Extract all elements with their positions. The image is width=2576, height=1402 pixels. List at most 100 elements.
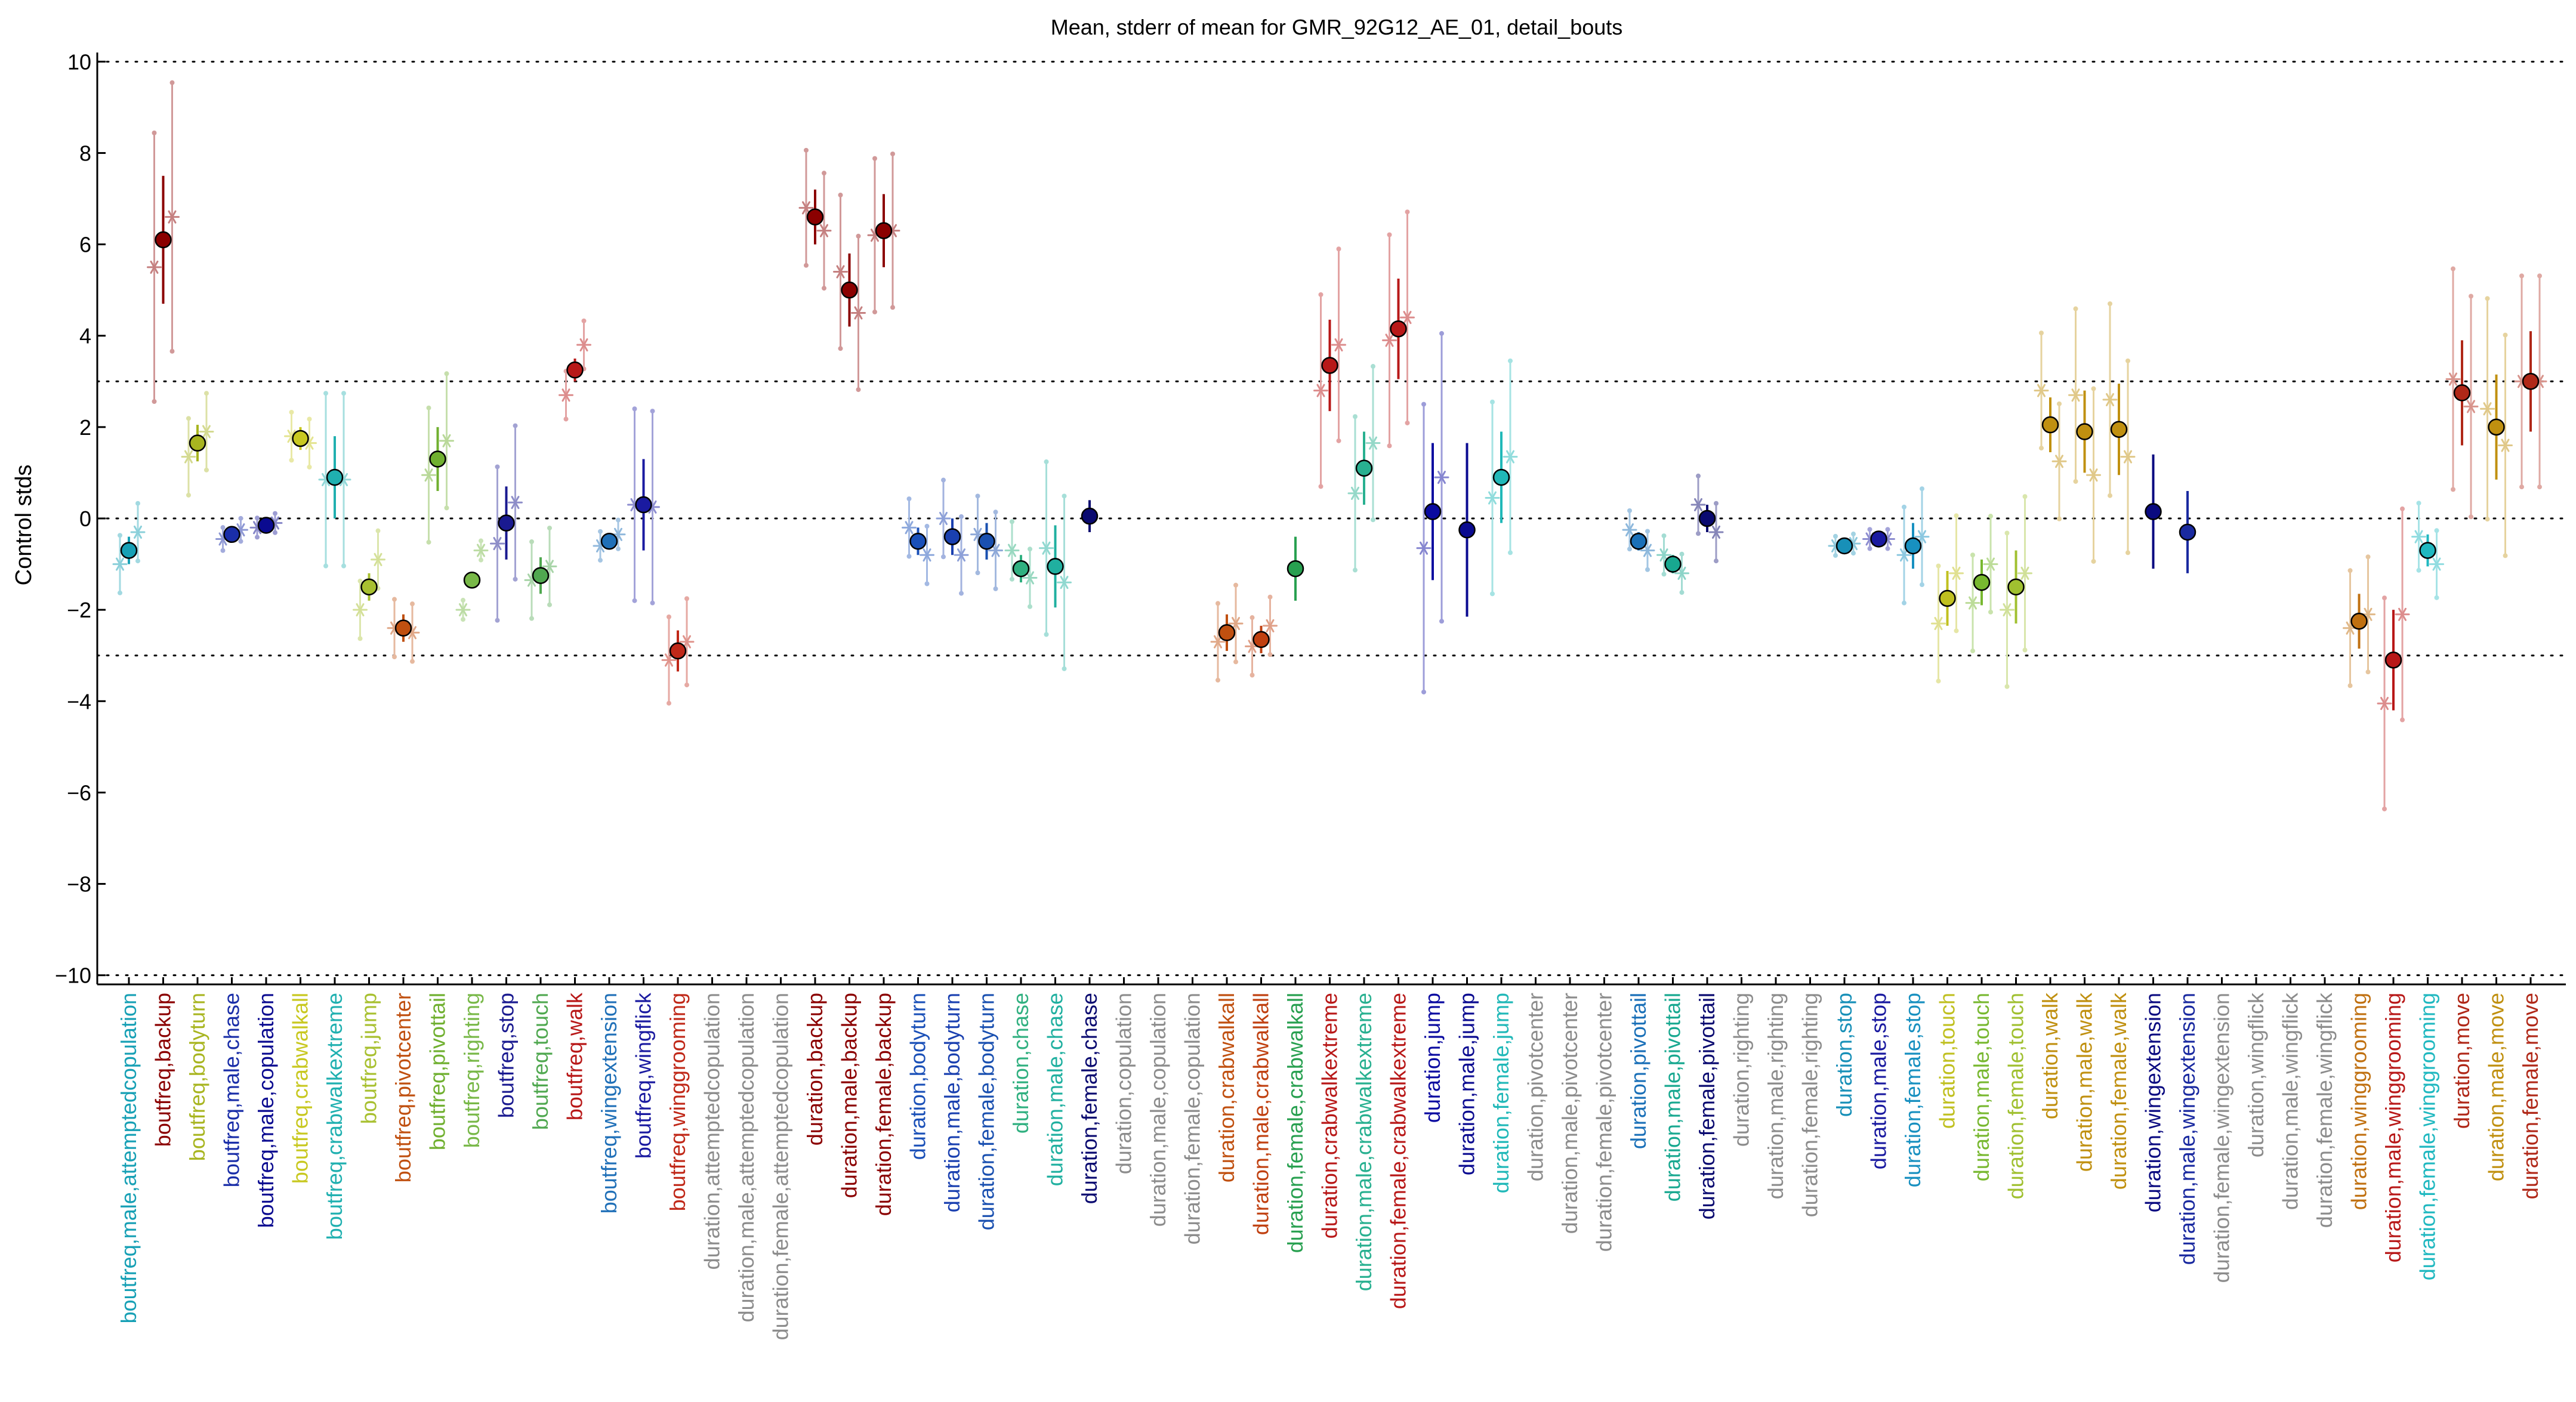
mean-point [2522, 373, 2540, 390]
mean-point [120, 542, 138, 559]
sub-error-cap [392, 654, 397, 660]
x-tick-label: duration,wingflick [2244, 992, 2268, 1157]
x-tick-label: boutfreq,crabwalkextreme [322, 993, 347, 1240]
x-tick-label: duration,crabwalkall [1214, 993, 1239, 1182]
sub-error-cap [1867, 546, 1872, 551]
mean-point [943, 528, 961, 545]
sub-error-cap [323, 391, 328, 396]
sub-error-cap [2004, 684, 2010, 689]
category-marks [249, 511, 283, 540]
sub-error-cap [616, 517, 621, 523]
sub-error-cap [1833, 553, 1838, 558]
sub-error-cap [872, 156, 877, 161]
sub-mean-star [2000, 603, 2014, 617]
sub-error-cap [598, 529, 603, 534]
mean-point [1870, 530, 1887, 548]
category-marks [970, 493, 1003, 591]
sub-error-cap [479, 538, 483, 543]
sub-error-cap [426, 539, 431, 545]
sub-error-cap [255, 535, 260, 540]
sub-error-cap [2073, 306, 2078, 311]
sub-error-cap [1353, 567, 1358, 573]
sub-mean-star [490, 537, 505, 551]
sub-error-cap [186, 416, 191, 421]
mean-point [1698, 509, 1716, 527]
x-tick-label: duration,male,righting [1763, 993, 1788, 1199]
x-tick-label: duration,male,move [2484, 993, 2509, 1181]
x-tick-label: duration,righting [1729, 993, 1754, 1147]
sub-error-cap [341, 391, 346, 396]
sub-error-cap [1336, 246, 1341, 252]
x-tick-label: duration,male,wingflick [2278, 992, 2303, 1210]
sub-mean-star [1416, 541, 1432, 555]
x-tick-label: duration,female,copulation [1180, 993, 1205, 1244]
category-marks [1210, 582, 1244, 683]
category-marks [1828, 532, 1861, 558]
sub-error-cap [941, 554, 946, 560]
sub-error-cap [1028, 546, 1032, 552]
sub-error-cap [1833, 533, 1838, 539]
mean-point [1218, 624, 1236, 641]
x-tick-label: duration,female,crabwalkextreme [1386, 993, 1411, 1309]
mean-point [669, 642, 687, 660]
x-tick-label: boutfreq,bodyturn [185, 993, 209, 1161]
x-tick-label: duration,backup [803, 993, 827, 1145]
sub-error-cap [2537, 273, 2542, 279]
sub-error-cap [1936, 678, 1941, 684]
mean-point [1355, 459, 1373, 477]
sub-mean-star [1400, 311, 1415, 325]
sub-error-cap [1267, 594, 1273, 600]
y-tick-label: 10 [67, 50, 91, 74]
sub-mean-star [1313, 384, 1328, 397]
mean-point [2110, 421, 2128, 438]
mean-point [257, 517, 275, 534]
sub-mean-star [2395, 607, 2410, 621]
category-marks [559, 318, 591, 422]
x-tick-label: duration,female,righting [1798, 993, 1822, 1217]
x-tick-label: duration,male,wingextension [2175, 993, 2199, 1265]
x-tick-label: duration,male,pivottail [1661, 993, 1685, 1202]
x-tick-label: duration,winggrooming [2347, 993, 2371, 1210]
mean-point [2076, 423, 2093, 440]
x-tick-label: duration,male,winggrooming [2381, 993, 2405, 1262]
x-tick-label: duration,stop [1832, 993, 1856, 1117]
category-marks [2145, 454, 2162, 569]
sub-error-cap [2365, 554, 2371, 560]
category-marks [1416, 331, 1449, 694]
sub-error-cap [529, 616, 534, 621]
x-tick-label: duration,male,copulation [1146, 993, 1170, 1227]
sub-error-cap [307, 416, 312, 422]
y-tick-label: 6 [79, 233, 91, 257]
category-marks [524, 526, 557, 621]
sub-error-cap [2108, 493, 2112, 498]
sub-mean-star [1039, 541, 1054, 555]
sub-error-cap [255, 515, 260, 521]
category-marks [661, 596, 695, 706]
x-tick-label: duration,pivotcenter [1523, 993, 1548, 1181]
x-tick-label: duration,female,crabwalkall [1283, 993, 1307, 1253]
sub-mean-star [1690, 498, 1706, 512]
x-tick-label: boutfreq,walk [563, 992, 587, 1120]
mean-point [463, 572, 481, 589]
data-marks [112, 80, 2547, 811]
x-tick-label: duration,pivottail [1626, 993, 1651, 1149]
sub-error-cap [2416, 501, 2421, 506]
sub-mean-star [2498, 438, 2513, 452]
sub-error-cap [581, 318, 587, 323]
mean-point [1664, 555, 1682, 573]
sub-error-cap [238, 539, 243, 544]
sub-error-cap [2057, 401, 2062, 406]
sub-error-cap [2537, 484, 2542, 490]
sub-error-cap [1267, 652, 1273, 657]
sub-mean-star [2034, 384, 2049, 397]
sub-error-cap [2347, 683, 2353, 688]
x-tick-label: boutfreq,stop [494, 993, 519, 1118]
mean-point [1252, 631, 1270, 648]
sub-error-cap [220, 525, 226, 530]
sub-error-cap [856, 233, 861, 239]
mean-point [189, 434, 206, 452]
sub-error-cap [872, 309, 877, 314]
sub-error-cap [289, 409, 294, 415]
x-tick-label: duration,female,wingextension [2210, 993, 2234, 1283]
